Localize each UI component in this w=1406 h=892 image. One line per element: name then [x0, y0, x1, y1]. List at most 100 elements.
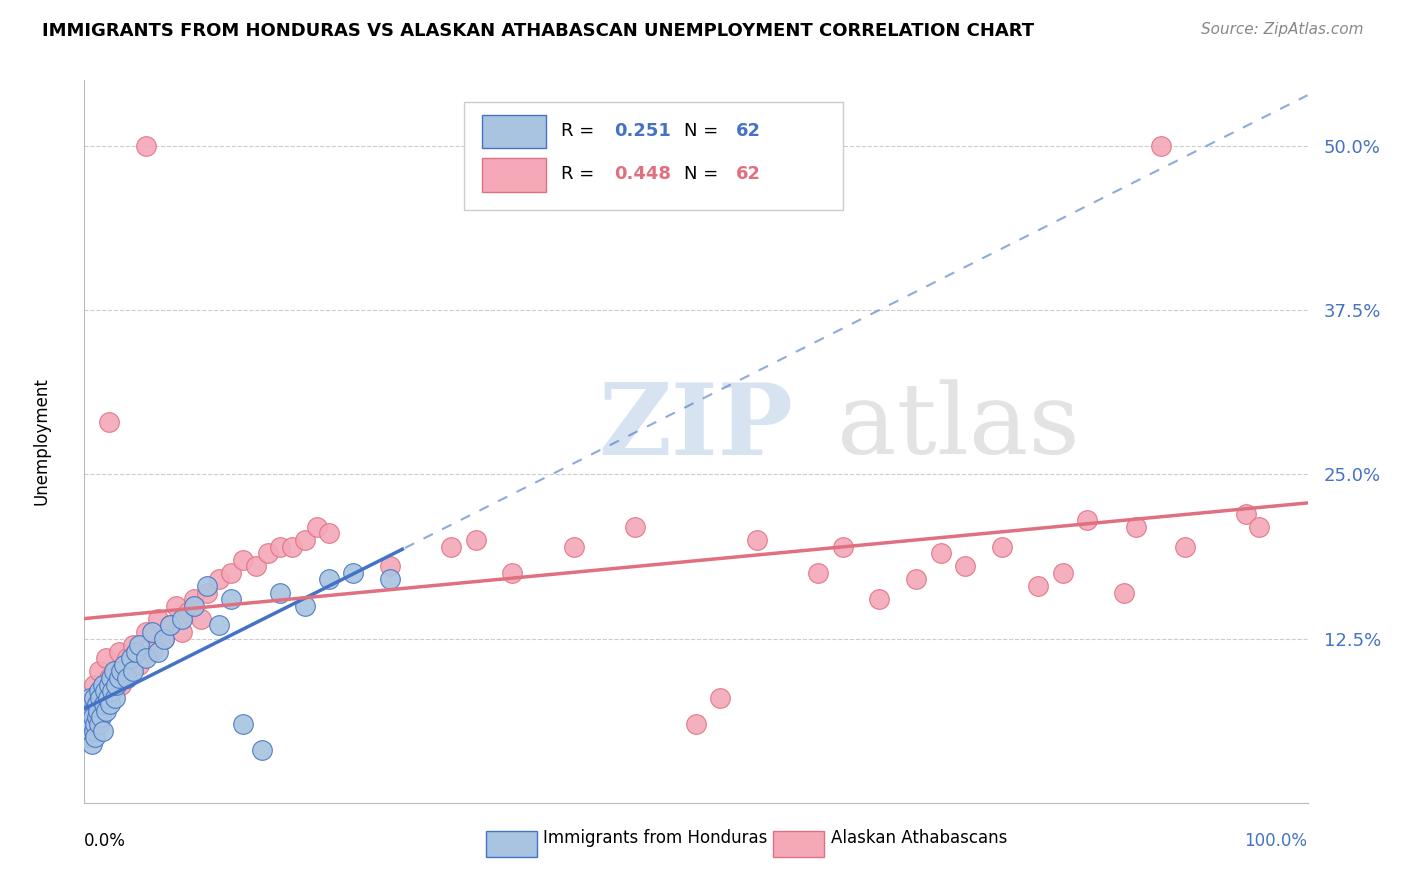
Point [709, 690, 731, 705]
Text: R =: R = [561, 122, 600, 140]
Point [112, 657, 135, 672]
Point [91, 723, 114, 738]
FancyBboxPatch shape [773, 831, 824, 857]
Point [79, 723, 101, 738]
Point [135, 625, 157, 640]
Text: 62: 62 [737, 122, 761, 140]
Point [172, 612, 194, 626]
Point [125, 645, 148, 659]
Text: atlas: atlas [837, 379, 1080, 475]
Point [183, 599, 205, 613]
Point [245, 559, 267, 574]
Point [128, 657, 150, 672]
Point [135, 651, 157, 665]
Point [120, 651, 142, 665]
Point [464, 533, 486, 547]
Point [86, 710, 108, 724]
Point [77, 698, 100, 712]
Text: 62: 62 [737, 165, 761, 183]
Point [1174, 540, 1197, 554]
Point [77, 710, 100, 724]
Point [80, 717, 103, 731]
Point [107, 645, 129, 659]
Text: 100.0%: 100.0% [1244, 831, 1308, 850]
Point [1150, 139, 1173, 153]
FancyBboxPatch shape [482, 115, 546, 148]
Point [153, 632, 176, 646]
FancyBboxPatch shape [482, 158, 546, 192]
Point [1052, 566, 1074, 580]
Point [190, 612, 212, 626]
Point [79, 690, 101, 705]
Point [87, 704, 110, 718]
FancyBboxPatch shape [464, 102, 842, 211]
Point [172, 625, 194, 640]
FancyBboxPatch shape [485, 831, 537, 857]
Point [104, 665, 127, 679]
Point [94, 684, 117, 698]
Point [807, 566, 830, 580]
Point [115, 651, 138, 665]
Point [195, 579, 218, 593]
Point [135, 139, 157, 153]
Point [93, 698, 115, 712]
Point [87, 717, 110, 731]
Point [1114, 585, 1136, 599]
Point [83, 690, 105, 705]
Point [98, 698, 121, 712]
Point [305, 520, 328, 534]
Text: 0.251: 0.251 [614, 122, 671, 140]
Point [82, 710, 104, 724]
Point [502, 566, 524, 580]
Point [90, 710, 112, 724]
Point [318, 573, 340, 587]
Point [440, 540, 463, 554]
Point [79, 717, 101, 731]
Text: 0.448: 0.448 [614, 165, 671, 183]
Point [929, 546, 952, 560]
Point [97, 690, 120, 705]
Text: 0.0%: 0.0% [84, 831, 127, 850]
Point [1247, 520, 1270, 534]
Point [110, 677, 132, 691]
Point [153, 632, 176, 646]
Point [562, 540, 585, 554]
Point [77, 730, 100, 744]
Text: Immigrants from Honduras: Immigrants from Honduras [543, 830, 768, 847]
Text: Alaskan Athabascans: Alaskan Athabascans [831, 830, 1007, 847]
Point [195, 585, 218, 599]
Point [342, 566, 364, 580]
Point [141, 625, 163, 640]
Point [101, 684, 124, 698]
Point [83, 723, 105, 738]
Point [219, 592, 242, 607]
Text: Unemployment: Unemployment [32, 377, 51, 506]
Point [87, 665, 110, 679]
Point [91, 677, 114, 691]
Point [84, 730, 107, 744]
Point [122, 665, 145, 679]
Text: ZIP: ZIP [598, 378, 793, 475]
Point [146, 645, 169, 659]
Point [75, 717, 97, 731]
Point [624, 520, 647, 534]
Point [96, 704, 118, 718]
Point [1028, 579, 1050, 593]
Point [146, 612, 169, 626]
Point [97, 671, 120, 685]
Point [1076, 513, 1098, 527]
Point [294, 599, 316, 613]
Point [869, 592, 891, 607]
Point [1125, 520, 1147, 534]
Point [77, 717, 100, 731]
Point [232, 553, 254, 567]
Point [86, 698, 108, 712]
Point [97, 677, 120, 691]
Point [747, 533, 769, 547]
Point [219, 566, 242, 580]
Point [380, 573, 402, 587]
Point [380, 559, 402, 574]
Point [122, 638, 145, 652]
Point [97, 415, 120, 429]
Point [208, 573, 231, 587]
